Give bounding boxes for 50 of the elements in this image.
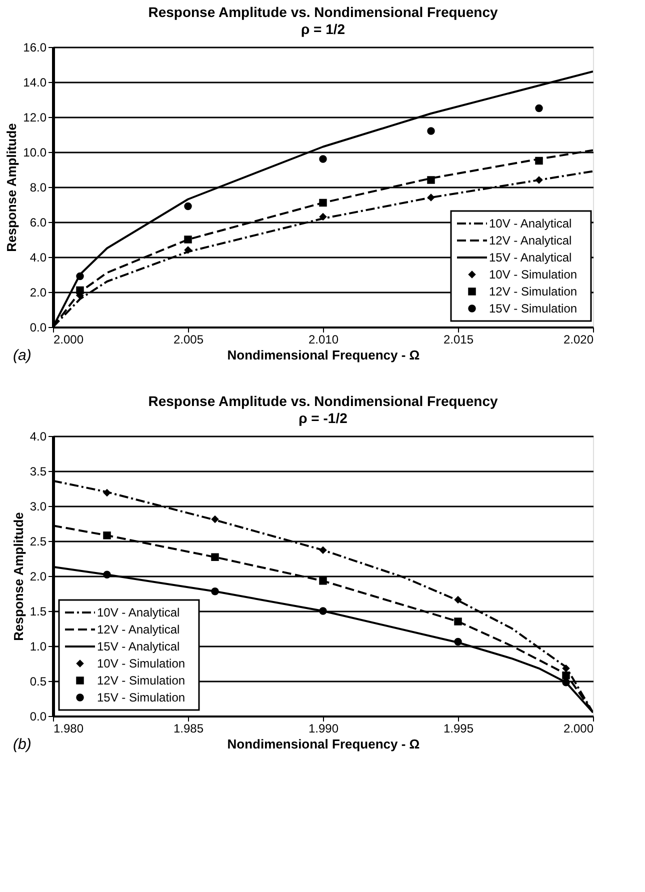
text: (a) [13,347,32,364]
y-tick-label: 1.5 [30,604,47,618]
legend-label: 10V - Analytical [489,216,572,230]
legend-label: 10V - Analytical [97,606,180,620]
x-tick-label: 2.010 [308,332,339,346]
legend-label: 15V - Simulation [489,302,578,316]
y-tick-label: 14.0 [23,76,47,90]
y-tick-label: 4.0 [30,430,47,444]
legend-label: 15V - Analytical [489,250,572,264]
x-tick-label: 2.020 [563,332,594,346]
legend-label: 10V - Simulation [489,268,578,282]
y-tick-label: 2.0 [30,286,47,300]
y-tick-label: 0.0 [30,320,47,334]
y-tick-label: 2.5 [30,534,47,548]
chart-title: Response Amplitude vs. Nondimensional Frequency [148,393,498,409]
legend-label: 10V - Simulation [97,656,186,670]
y-tick-label: 0.0 [30,710,47,724]
x-tick-label: 1.995 [443,722,474,736]
legend-label: 12V - Analytical [97,622,180,636]
chart-title: Response Amplitude vs. Nondimensional Frequency [148,4,498,20]
x-tick-label: 2.005 [173,332,204,346]
x-axis-title: Nondimensional Frequency - Ω [227,348,420,362]
x-tick-label: 2.015 [443,332,474,346]
y-tick-label: 2.0 [30,570,47,584]
x-tick-label: 2.000 [54,332,84,346]
y-tick-label: 1.0 [30,640,47,654]
legend-label: 15V - Analytical [97,640,180,654]
y-tick-label: 16.0 [23,40,47,54]
y-tick-label: 8.0 [30,180,47,194]
y-axis-title: Response Amplitude [4,123,20,252]
text: (b) [13,736,32,753]
y-tick-label: 3.0 [30,500,47,514]
y-tick-label: 12.0 [23,110,47,124]
y-tick-label: 10.0 [23,146,47,160]
legend-label: 12V - Simulation [97,674,186,688]
y-tick-label: 0.5 [30,674,47,688]
y-tick-label: 6.0 [30,216,47,230]
y-axis-title: Response Amplitude [10,512,26,641]
x-tick-label: 1.980 [54,722,84,736]
x-tick-label: 2.000 [563,722,594,736]
legend-label: 12V - Simulation [489,284,578,298]
x-tick-label: 1.990 [308,722,339,736]
y-tick-label: 3.5 [30,464,47,478]
legend-label: 12V - Analytical [489,234,572,248]
chart-subtitle: ρ = -1/2 [298,410,348,426]
legend-label: 15V - Simulation [97,690,186,704]
x-tick-label: 1.985 [173,722,204,736]
chart-subtitle: ρ = 1/2 [300,21,346,37]
y-tick-label: 4.0 [30,250,47,264]
x-axis-title: Nondimensional Frequency - Ω [227,736,420,752]
